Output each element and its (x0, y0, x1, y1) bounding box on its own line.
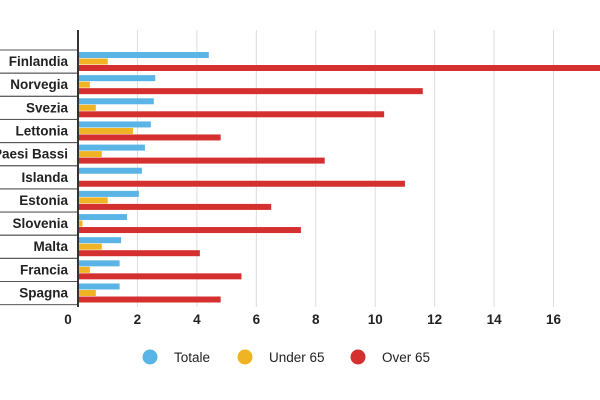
category-label: Malta (33, 239, 68, 254)
value-axis: 024681012141618 (64, 312, 562, 327)
bar-under-65 (78, 243, 102, 250)
bar-over-65 (78, 134, 221, 141)
x-tick-label: 6 (253, 312, 261, 327)
bar-under-65 (78, 197, 108, 204)
bar-under-65 (78, 290, 96, 296)
bar-totale (78, 214, 128, 221)
bar-over-65 (78, 273, 242, 280)
legend-swatch (142, 349, 158, 365)
bar-totale (78, 75, 156, 82)
category-label: Lettonia (16, 123, 69, 138)
x-tick-label: 10 (368, 312, 383, 327)
gridlines (136, 30, 555, 307)
bar-totale (78, 167, 142, 174)
legend-swatch (350, 349, 366, 365)
category-label: Francia (20, 262, 69, 277)
bar-under-65 (78, 127, 133, 134)
bar-under-65 (78, 81, 90, 88)
bar-over-65 (78, 296, 221, 303)
x-tick-label: 2 (134, 312, 142, 327)
bar-totale (78, 52, 209, 58)
legend-label: Under 65 (269, 350, 325, 365)
legend-label: Over 65 (382, 350, 430, 365)
legend: Totale Under 65 Over 65 (142, 349, 430, 365)
bar-totale (78, 190, 139, 197)
bar-totale (78, 144, 145, 151)
x-tick-label: 4 (193, 312, 201, 327)
bar-over-65 (78, 227, 301, 234)
bar-under-65 (78, 58, 108, 65)
legend-label: Totale (174, 350, 210, 365)
bar-over-65 (78, 250, 200, 257)
bar-over-65 (78, 180, 405, 187)
x-tick-label: 14 (487, 312, 503, 327)
bar-totale (78, 98, 154, 105)
bar-totale (78, 121, 151, 128)
category-label: Norvegia (10, 77, 68, 92)
bars (78, 52, 600, 303)
bar-over-65 (78, 203, 272, 210)
bar-under-65 (78, 151, 102, 158)
category-label: Estonia (19, 193, 68, 208)
bar-under-65 (78, 104, 96, 111)
x-tick-label: 0 (64, 312, 72, 327)
category-label: Spagna (19, 286, 68, 301)
x-tick-label: 16 (546, 312, 562, 327)
category-label: Paesi Bassi (0, 147, 68, 162)
category-label: Islanda (21, 170, 68, 185)
category-label: Slovenia (12, 216, 68, 231)
x-tick-label: 8 (312, 312, 320, 327)
bar-totale (78, 237, 122, 244)
bar-over-65 (78, 157, 325, 164)
bar-over-65 (78, 111, 385, 118)
x-tick-label: 12 (427, 312, 442, 327)
bar-over-65 (78, 88, 423, 95)
category-axis: Finlandia Norvegia Svezia Lettonia Paesi Bas… (0, 30, 79, 307)
bar-over-65 (78, 65, 600, 71)
bar-totale (78, 260, 120, 267)
category-label: Svezia (26, 100, 69, 115)
legend-swatch (237, 349, 253, 365)
bar-under-65 (78, 266, 90, 273)
bar-totale (78, 283, 120, 290)
bar-under-65 (78, 220, 83, 227)
category-label: Finlandia (9, 54, 69, 69)
